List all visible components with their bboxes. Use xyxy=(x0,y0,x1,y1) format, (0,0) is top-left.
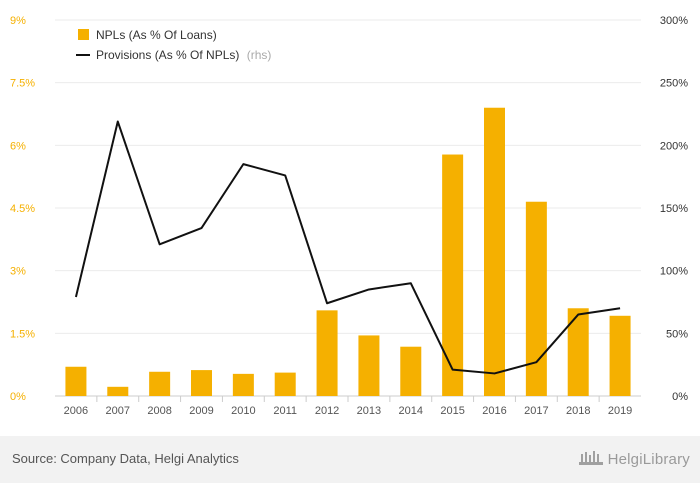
npl-bar xyxy=(149,371,171,396)
y-left-tick-label: 7.5% xyxy=(10,78,35,90)
gridlines xyxy=(55,19,641,402)
y-right-tick-label: 0% xyxy=(672,391,688,403)
x-tick-label: 2006 xyxy=(64,405,88,417)
npl-bar xyxy=(358,335,380,396)
y-left-tick-label: 9% xyxy=(10,15,26,27)
legend-provisions-note: (rhs) xyxy=(247,48,272,62)
y-right-tick-label: 200% xyxy=(660,140,688,152)
npl-bar xyxy=(274,372,296,396)
x-tick-label: 2017 xyxy=(524,405,548,417)
npl-bar xyxy=(191,370,212,396)
y-right-tick-label: 100% xyxy=(660,266,688,278)
right-axis: 0% 50% 100% 150% 200% 250% 300% xyxy=(660,15,688,403)
x-tick-label: 2011 xyxy=(273,405,297,417)
library-icon xyxy=(578,451,603,465)
legend-swatch-npl xyxy=(78,29,89,40)
npl-bar xyxy=(65,366,87,396)
chart: 0% 1.5% 3% 4.5% 6% 7.5% 9% 0% 50% 100% 150% 200% 25… xyxy=(10,15,688,417)
x-tick-label: 2016 xyxy=(482,405,506,417)
x-tick-label: 2013 xyxy=(357,405,381,417)
npl-bar xyxy=(567,308,589,396)
x-tick-label: 2008 xyxy=(147,405,171,417)
npl-bar xyxy=(232,373,254,396)
provisions-line xyxy=(74,120,621,375)
x-tick-label: 2010 xyxy=(231,405,255,417)
source-text: Source: Company Data, Helgi Analytics xyxy=(12,451,239,466)
npl-bar xyxy=(609,315,631,396)
y-left-tick-label: 4.5% xyxy=(10,203,35,215)
x-axis: 2006 2007 2008 2009 2010 2011 2012 2013 2014 2015… xyxy=(64,405,633,417)
provisions-line-path xyxy=(74,120,621,375)
legend-provisions-name: Provisions (As % Of NPLs) xyxy=(96,48,239,62)
npl-bars xyxy=(65,107,631,396)
x-tick-label: 2009 xyxy=(189,405,213,417)
x-tick-label: 2018 xyxy=(566,405,590,417)
y-left-tick-label: 3% xyxy=(10,266,26,278)
y-left-tick-label: 1.5% xyxy=(10,328,35,340)
left-axis: 0% 1.5% 3% 4.5% 6% 7.5% 9% xyxy=(10,15,35,403)
npl-bar xyxy=(525,201,547,396)
x-tick-label: 2007 xyxy=(106,405,130,417)
npl-bar xyxy=(442,154,464,396)
legend: NPLs (As % Of Loans) Provisions (As % Of… xyxy=(76,28,271,62)
y-right-tick-label: 50% xyxy=(666,328,688,340)
y-right-tick-label: 150% xyxy=(660,203,688,215)
y-right-tick-label: 250% xyxy=(660,78,688,90)
legend-label-provisions: Provisions (As % Of NPLs) (rhs) xyxy=(96,48,271,62)
y-right-tick-label: 300% xyxy=(660,15,688,27)
x-tick-label: 2019 xyxy=(608,405,632,417)
x-tick-label: 2012 xyxy=(315,405,339,417)
legend-label-npl: NPLs (As % Of Loans) xyxy=(96,28,217,42)
helgi-library-logo: HelgiLibrary xyxy=(578,448,690,470)
x-tick-label: 2014 xyxy=(399,405,423,417)
y-left-tick-label: 6% xyxy=(10,140,26,152)
npl-bar xyxy=(107,386,129,396)
npl-bar xyxy=(484,107,505,396)
x-tick-label: 2015 xyxy=(440,405,464,417)
footer: Source: Company Data, Helgi Analytics He… xyxy=(0,436,700,483)
y-left-tick-label: 0% xyxy=(10,391,26,403)
npl-bar xyxy=(316,310,338,396)
npl-bar xyxy=(400,346,422,396)
logo-text: HelgiLibrary xyxy=(607,450,690,468)
